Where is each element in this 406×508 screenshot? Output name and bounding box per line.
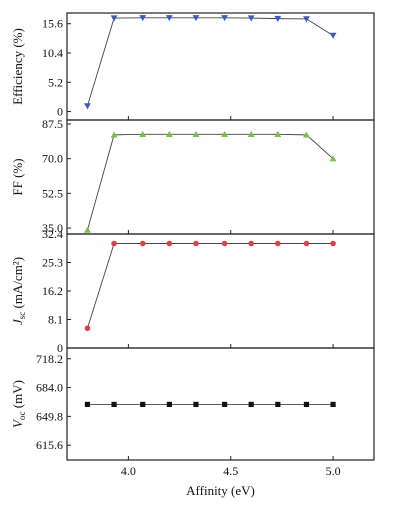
panel-1-data-point bbox=[84, 103, 91, 110]
panel-4-data-point bbox=[166, 401, 172, 408]
panel-4-ytick-label: 684.0 bbox=[36, 381, 63, 395]
panel-3-ytick-label: 25.3 bbox=[42, 256, 63, 270]
x-axis-title: Affinity (eV) bbox=[186, 483, 255, 498]
panel-2-ytick-label: 52.5 bbox=[42, 186, 63, 200]
panel-3-data-point bbox=[166, 240, 173, 247]
panel-1-ylabel: Efficiency (%) bbox=[10, 28, 25, 105]
panel-3-data-point bbox=[275, 240, 281, 247]
panel-4-ytick-label: 615.6 bbox=[36, 438, 63, 452]
panel-4-data-point bbox=[221, 401, 228, 408]
panel-2-data-point bbox=[139, 130, 147, 137]
panel-4-data-point bbox=[248, 401, 254, 408]
panel-1-data-point bbox=[329, 32, 337, 39]
panel-4-data-point bbox=[193, 401, 199, 408]
panel-4-data-point bbox=[303, 401, 310, 408]
panel-2-data-point bbox=[110, 131, 118, 138]
panel-1-data-point bbox=[192, 15, 200, 22]
panel-1-data-point bbox=[221, 15, 228, 22]
panel-4-data-point bbox=[330, 401, 336, 408]
panel-1-series-line bbox=[87, 17, 334, 107]
panel-1-data-point bbox=[110, 15, 118, 22]
panel-2-ytick-label: 87.5 bbox=[42, 117, 63, 131]
panel-3-data-point bbox=[84, 325, 91, 332]
panel-3-ylabel: Jsc (mA/cm²) bbox=[10, 257, 27, 325]
panel-2-data-point bbox=[329, 155, 337, 162]
panel-4-ytick-label: 718.2 bbox=[36, 352, 63, 366]
panel-1-ytick-label: 15.6 bbox=[42, 17, 63, 31]
panel-3-data-point bbox=[221, 240, 228, 247]
panel-1-frame bbox=[66, 12, 375, 121]
panel-3-data-point bbox=[330, 240, 336, 247]
panel-3-ytick-label: 16.2 bbox=[42, 284, 63, 298]
panel-3-ytick-label: 0 bbox=[57, 341, 63, 355]
panel-3-ytick-label: 8.1 bbox=[48, 313, 63, 327]
panel-3-series-line bbox=[87, 243, 334, 329]
panel-3-frame bbox=[66, 233, 375, 349]
panel-1-ytick-label: 0 bbox=[57, 105, 63, 119]
panel-2-data-point bbox=[221, 130, 228, 137]
x-tick-label: 4.0 bbox=[121, 464, 136, 478]
panel-3-ytick-label: 32.4 bbox=[42, 227, 63, 241]
panel-2-data-point bbox=[247, 130, 255, 137]
panel-1-ytick-label: 5.2 bbox=[48, 75, 63, 89]
panel-2-data-point bbox=[303, 131, 310, 138]
panel-4-data-point bbox=[140, 401, 146, 408]
panel-2-data-point bbox=[84, 226, 91, 233]
panel-4-ylabel: Voc (mV) bbox=[10, 380, 27, 428]
x-tick-label: 5.0 bbox=[326, 464, 341, 478]
panel-4-frame bbox=[66, 347, 375, 461]
panel-1-data-point bbox=[165, 15, 173, 22]
panel-1-data-point bbox=[139, 15, 147, 22]
panel-1-data-point bbox=[274, 15, 282, 23]
panel-4-ytick-label: 649.8 bbox=[36, 409, 63, 423]
panel-2-data-point bbox=[192, 130, 200, 137]
x-tick-label: 4.5 bbox=[223, 464, 238, 478]
panel-2-data-point bbox=[274, 130, 282, 137]
panel-3-data-point bbox=[139, 240, 146, 247]
panel-2-data-point bbox=[165, 130, 173, 137]
panel-3-data-point bbox=[303, 240, 310, 247]
panel-2-ytick-label: 70.0 bbox=[42, 152, 63, 166]
panel-4-data-point bbox=[275, 401, 281, 408]
panel-2-series-line bbox=[87, 133, 334, 231]
panel-3-data-point bbox=[111, 240, 117, 247]
panel-4-data-point bbox=[84, 401, 91, 408]
panel-1-data-point bbox=[247, 15, 255, 22]
panel-1-ytick-label: 10.4 bbox=[42, 46, 63, 60]
panel-3-data-point bbox=[193, 240, 199, 247]
panel-2-ylabel: FF (%) bbox=[10, 158, 25, 195]
panel-2-ytick-label: 35.0 bbox=[42, 221, 63, 235]
panel-3-data-point bbox=[248, 240, 254, 247]
panel-1-data-point bbox=[303, 16, 310, 23]
panel-4-data-point bbox=[111, 401, 117, 408]
